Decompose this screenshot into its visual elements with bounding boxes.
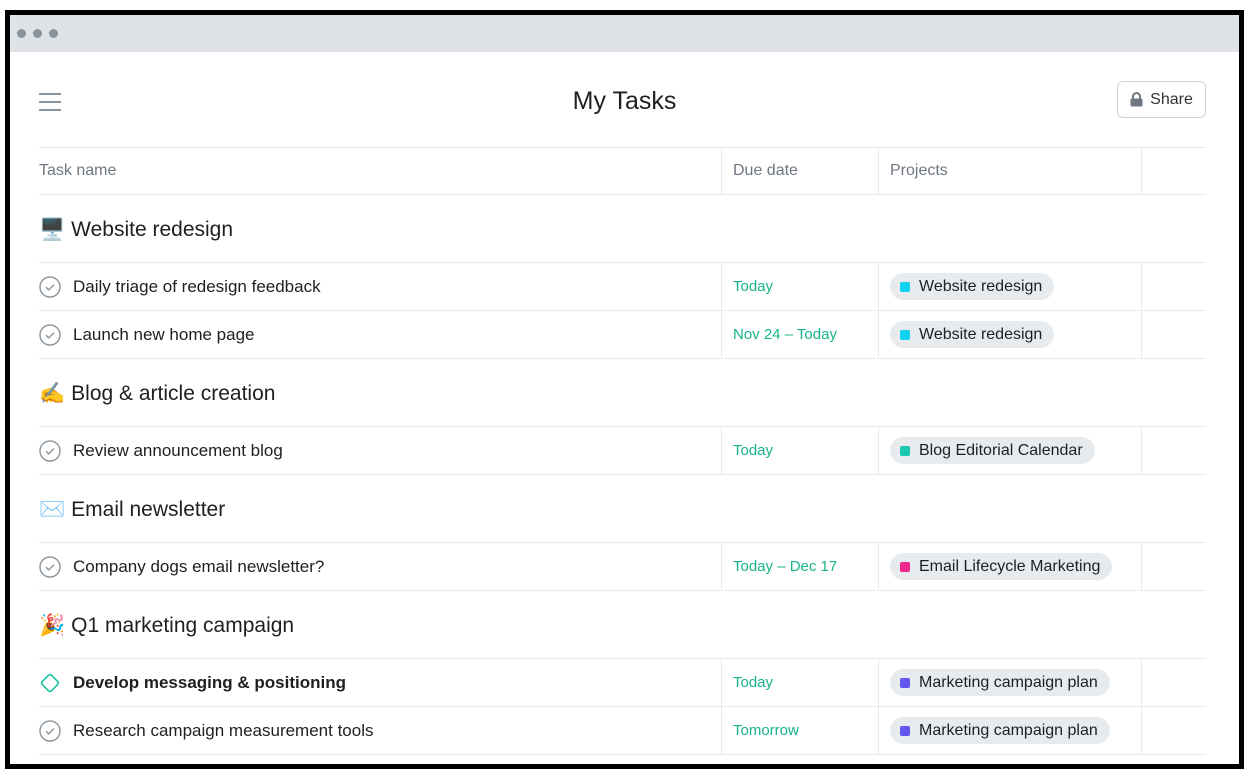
check-circle-icon[interactable] [39,439,61,462]
due-date[interactable]: Today [733,442,774,459]
check-circle-icon[interactable] [39,555,61,578]
section-emoji: ✉️ [39,497,66,521]
project-name: Blog Editorial Calendar [919,441,1083,459]
section-title: Blog & article creation [71,381,276,405]
milestone-diamond-icon[interactable] [39,672,61,694]
task-row[interactable]: Launch new home page Nov 24 – Today Webs… [39,311,1206,359]
task-table: Task name Due date Projects 🖥️ Website re… [39,147,1206,755]
task-name[interactable]: Develop messaging & positioning [73,672,346,692]
due-date[interactable]: Today – Dec 17 [733,558,838,575]
task-row[interactable]: Company dogs email newsletter? Today – D… [39,543,1206,591]
task-row[interactable]: Review announcement blog Today Blog Edit… [39,427,1206,475]
window-dot[interactable] [33,29,42,38]
task-name[interactable]: Company dogs email newsletter? [73,556,325,576]
project-name: Website redesign [919,277,1043,295]
task-row[interactable]: Research campaign measurement tools Tomo… [39,707,1206,755]
share-label: Share [1150,90,1193,108]
share-button[interactable]: Share [1117,81,1206,118]
project-tag[interactable]: Email Lifecycle Marketing [890,553,1113,580]
hamburger-menu-icon[interactable] [39,93,61,111]
project-color-swatch [900,677,910,688]
task-name[interactable]: Launch new home page [73,324,255,344]
due-date[interactable]: Today [733,674,774,691]
section-title: Email newsletter [71,497,226,521]
due-date[interactable]: Nov 24 – Today [733,326,837,343]
section-title: Q1 marketing campaign [71,613,295,637]
project-color-swatch [900,561,910,572]
check-circle-icon[interactable] [39,323,61,346]
section-emoji: 🎉 [39,613,66,637]
project-color-swatch [900,329,910,340]
window-dot[interactable] [49,29,58,38]
due-date[interactable]: Tomorrow [733,722,799,739]
project-tag[interactable]: Marketing campaign plan [890,669,1110,696]
project-tag[interactable]: Website redesign [890,321,1055,348]
column-due-date[interactable]: Due date [721,148,878,194]
task-name[interactable]: Review announcement blog [73,440,283,460]
project-color-swatch [900,281,910,292]
task-row[interactable]: Develop messaging & positioning Today Ma… [39,659,1206,707]
project-color-swatch [900,725,910,736]
section-emoji: ✍️ [39,381,66,405]
task-name[interactable]: Daily triage of redesign feedback [73,276,321,296]
project-color-swatch [900,445,910,456]
due-date[interactable]: Today [733,278,774,295]
app-window: My Tasks Share Task name Due date Projec… [5,10,1244,769]
section-title: Website redesign [71,217,234,241]
project-name: Marketing campaign plan [919,673,1098,691]
section-header[interactable]: 🎉 Q1 marketing campaign [39,591,1206,659]
table-header: Task name Due date Projects [39,147,1206,195]
project-tag[interactable]: Website redesign [890,273,1055,300]
project-name: Website redesign [919,325,1043,343]
section-header[interactable]: 🖥️ Website redesign [39,195,1206,263]
project-name: Marketing campaign plan [919,721,1098,739]
column-projects[interactable]: Projects [878,148,1141,194]
lock-icon [1130,92,1143,107]
section-emoji: 🖥️ [39,217,66,241]
section-header[interactable]: ✉️ Email newsletter [39,475,1206,543]
project-name: Email Lifecycle Marketing [919,557,1101,575]
page-title: My Tasks [572,87,677,115]
task-row[interactable]: Daily triage of redesign feedback Today … [39,263,1206,311]
project-tag[interactable]: Marketing campaign plan [890,717,1110,744]
column-task-name[interactable]: Task name [39,162,117,179]
window-dot[interactable] [17,29,26,38]
check-circle-icon[interactable] [39,275,61,298]
check-circle-icon[interactable] [39,719,61,742]
window-titlebar [10,15,1239,52]
section-header[interactable]: ✍️ Blog & article creation [39,359,1206,427]
project-tag[interactable]: Blog Editorial Calendar [890,437,1095,464]
task-name[interactable]: Research campaign measurement tools [73,720,374,740]
